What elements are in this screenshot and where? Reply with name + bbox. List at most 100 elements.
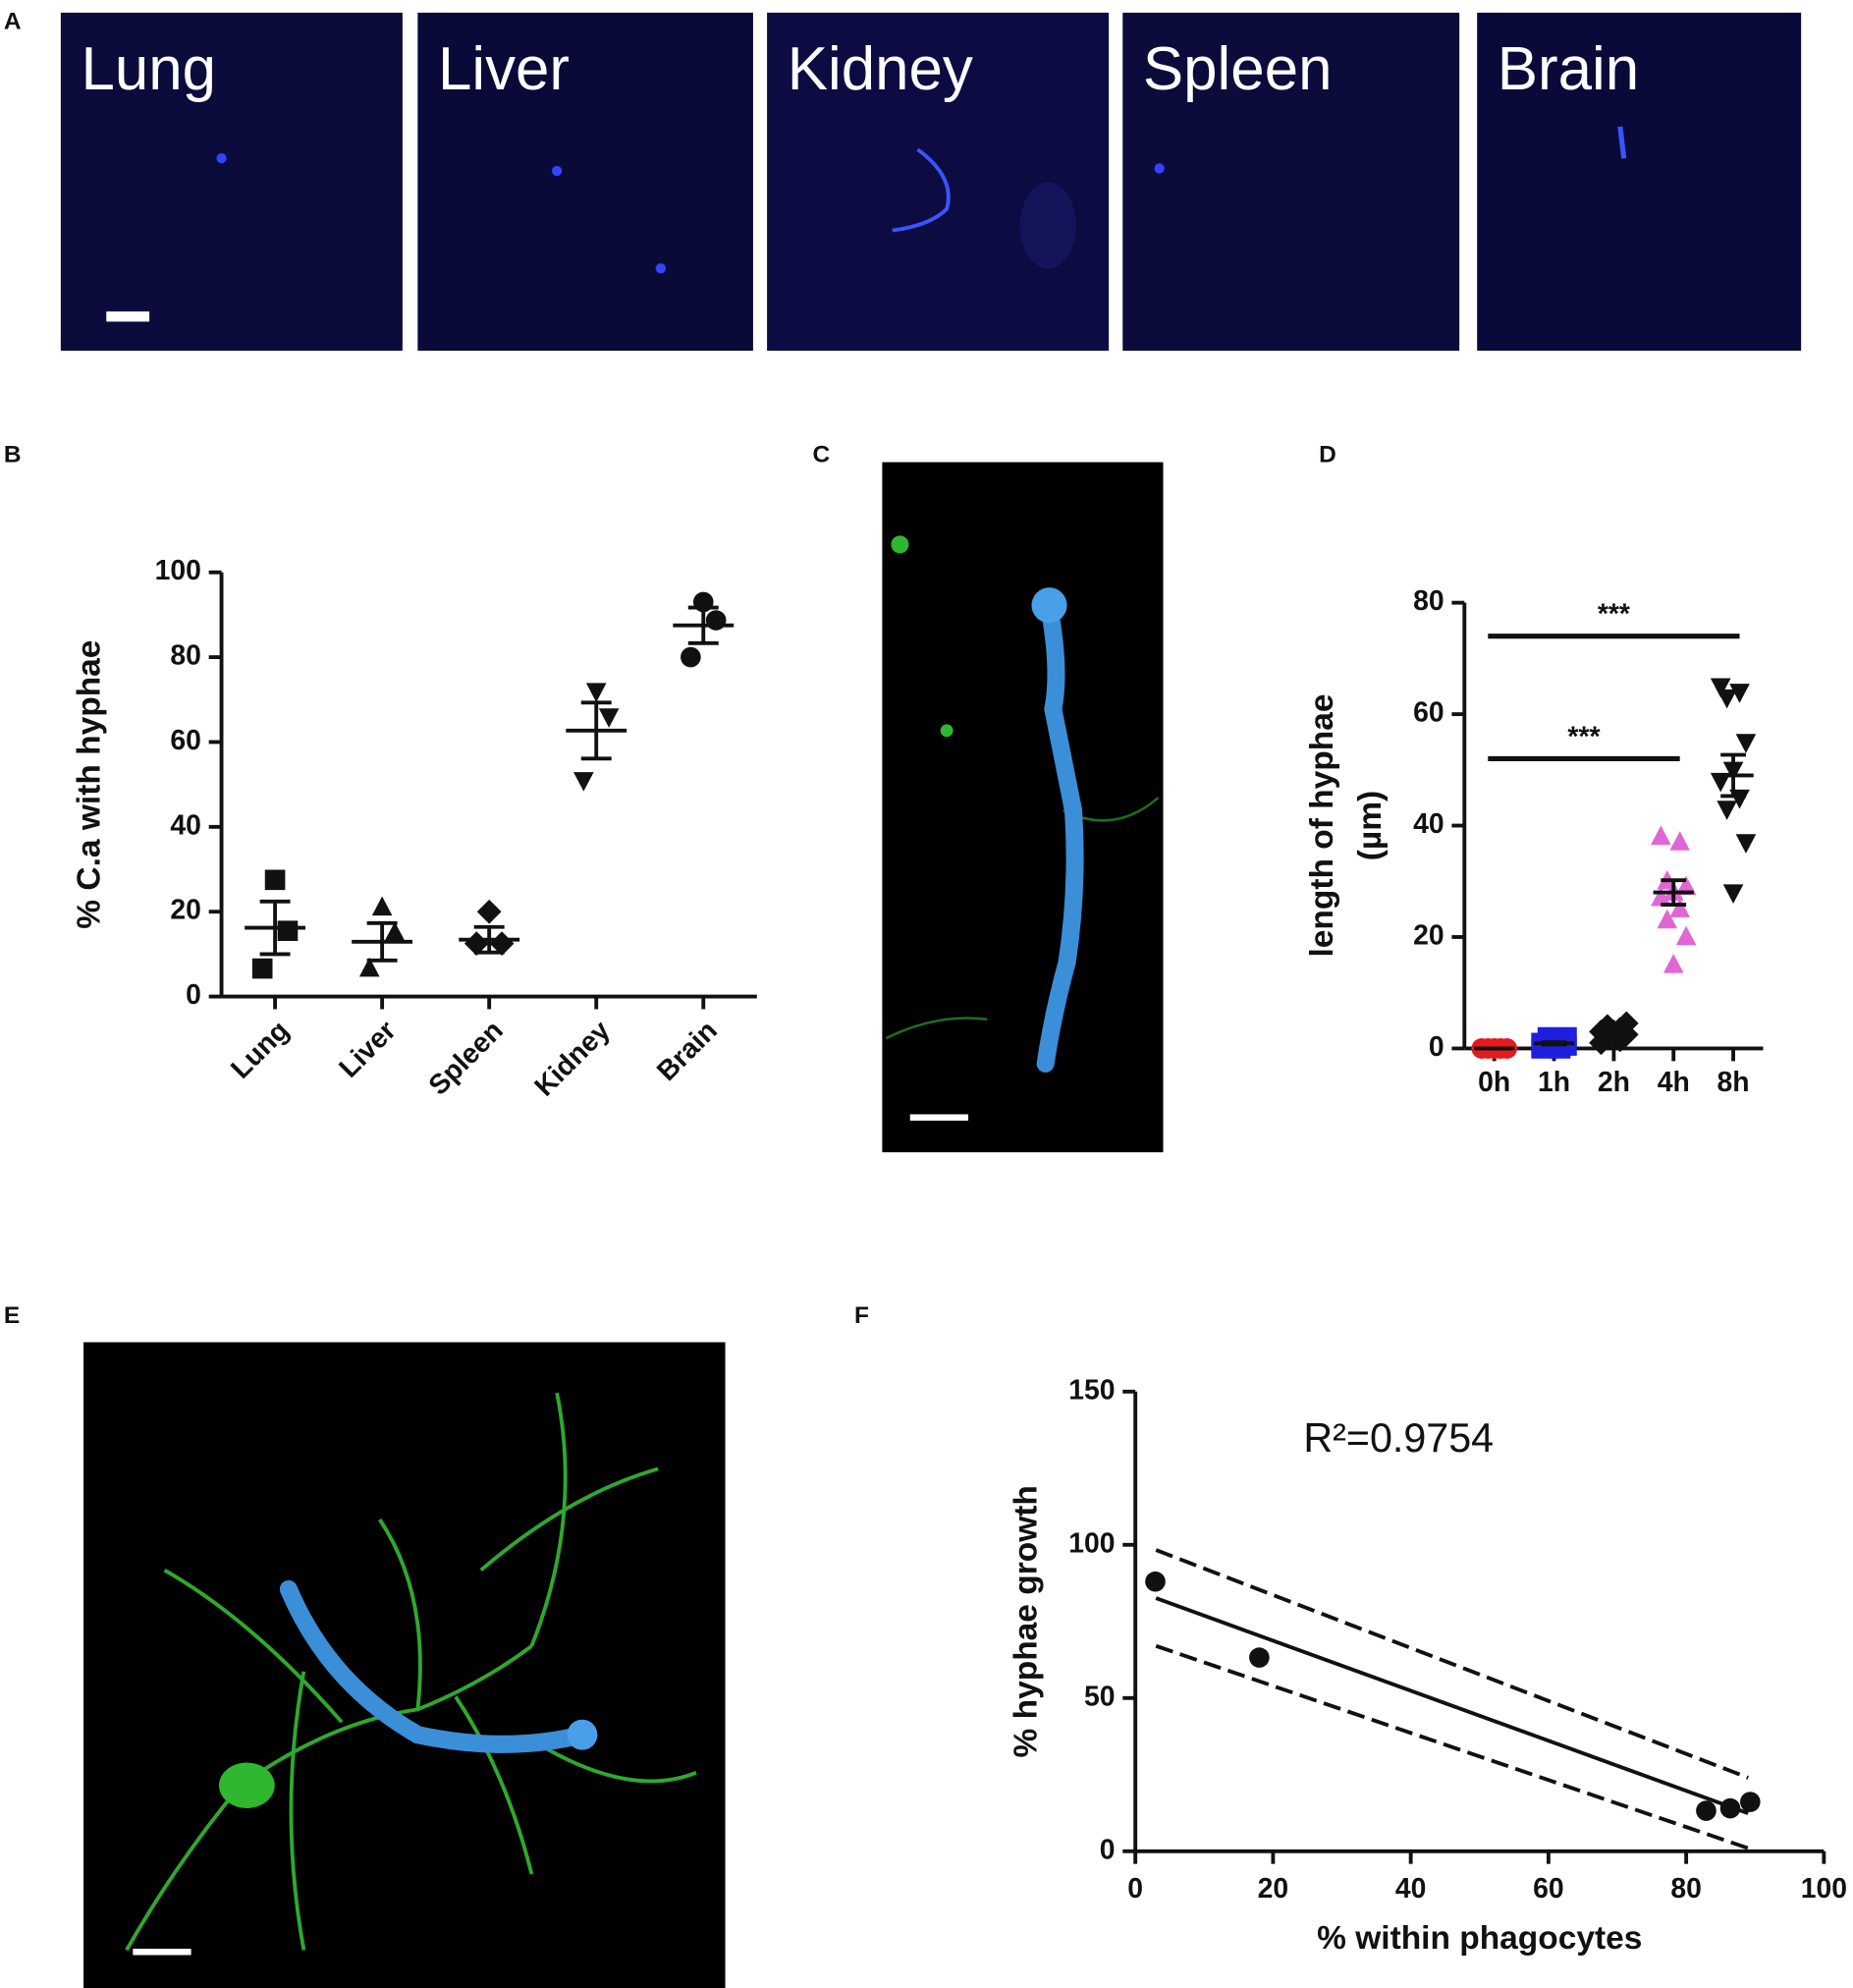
y-tick-label: 0	[1100, 1834, 1116, 1865]
cell	[940, 724, 954, 738]
point	[1710, 772, 1731, 793]
scale-bar	[106, 311, 150, 322]
y-tick-label: 50	[1084, 1681, 1116, 1712]
y-tick-label: 60	[170, 725, 201, 756]
image-label: Brain	[1498, 35, 1639, 103]
point	[1735, 734, 1757, 753]
x-axis-title: % within phagocytes	[1317, 1920, 1642, 1957]
panel-label: C	[812, 442, 830, 469]
x-tick-label: Lung	[225, 1015, 296, 1085]
significance-label: ***	[1598, 599, 1630, 631]
point	[384, 921, 406, 942]
annotation: R²=0.9754	[1303, 1415, 1494, 1461]
point	[251, 958, 273, 979]
y-tick-label: 0	[186, 979, 201, 1011]
point	[1717, 689, 1737, 709]
cell-body	[218, 1762, 275, 1808]
point	[1249, 1647, 1270, 1668]
confidence-band	[1155, 1643, 1749, 1850]
point	[1696, 1800, 1717, 1821]
microglia	[125, 1392, 697, 1952]
point	[1669, 831, 1690, 851]
point	[1729, 684, 1750, 703]
hypha-tip	[567, 1719, 598, 1750]
image	[83, 1342, 726, 1988]
spot	[1154, 163, 1165, 174]
image	[1122, 12, 1460, 352]
panel-label: D	[1319, 442, 1336, 469]
point	[1735, 834, 1757, 854]
point	[585, 683, 607, 702]
point	[1651, 825, 1671, 846]
point	[598, 708, 620, 728]
point	[476, 899, 502, 924]
confidence-band	[1155, 1548, 1749, 1780]
point	[1669, 898, 1690, 917]
x-tick-label: 8h	[1717, 1067, 1750, 1098]
x-tick-label: Liver	[333, 1015, 403, 1084]
spot	[655, 263, 666, 274]
hypha-tip	[1031, 587, 1067, 624]
y-tick-label: 100	[1068, 1527, 1115, 1559]
point	[1710, 678, 1731, 698]
y-tick-label: 40	[1413, 808, 1444, 840]
y-tick-label: 150	[1068, 1374, 1115, 1406]
spot	[551, 165, 563, 177]
fit-line	[1155, 1596, 1749, 1815]
image-label: Lung	[81, 35, 216, 103]
y-tick-label: 20	[1413, 919, 1444, 951]
x-tick-label: Brain	[651, 1015, 724, 1087]
point	[371, 896, 393, 916]
point	[1740, 1792, 1761, 1812]
x-tick-label: 1h	[1538, 1067, 1570, 1098]
spot	[1019, 182, 1076, 269]
image-label: Spleen	[1143, 35, 1333, 103]
point	[1717, 801, 1737, 820]
x-tick-label: 2h	[1598, 1067, 1630, 1098]
x-tick-label: Kidney	[528, 1015, 617, 1103]
point	[358, 957, 380, 977]
point	[1651, 886, 1671, 907]
point	[1722, 884, 1744, 904]
panel-e-image	[83, 1342, 726, 1988]
y-tick-label: 80	[170, 640, 201, 672]
spot	[216, 152, 227, 164]
point	[264, 869, 286, 891]
image	[767, 12, 1110, 352]
scale-bar	[909, 1114, 969, 1121]
y-tick-label: 20	[170, 895, 201, 926]
point	[1145, 1571, 1166, 1592]
x-tick-label: 20	[1258, 1873, 1289, 1905]
y-tick-label: 100	[155, 555, 201, 586]
point	[705, 610, 727, 631]
panel-label: F	[854, 1302, 869, 1329]
hypha	[892, 147, 951, 233]
point	[277, 920, 299, 941]
y-axis-title: % C.a with hyphae	[72, 640, 108, 929]
panel-label: B	[4, 442, 22, 469]
x-tick-label: 0h	[1478, 1067, 1510, 1098]
y-tick-label: 40	[170, 809, 201, 841]
cell	[891, 535, 909, 554]
x-tick-label: Spleen	[422, 1015, 509, 1101]
y-axis-title: % hyphae growth	[1008, 1485, 1044, 1757]
point	[681, 646, 701, 668]
y-axis-title: length of hyphae	[1304, 694, 1340, 958]
image	[60, 12, 403, 352]
x-tick-label: 4h	[1658, 1067, 1690, 1098]
hypha	[279, 1579, 591, 1753]
point	[573, 772, 594, 792]
image	[417, 12, 753, 352]
image	[1477, 12, 1802, 352]
x-tick-label: 0	[1127, 1873, 1143, 1905]
point	[1675, 925, 1697, 946]
image-label: Kidney	[788, 35, 973, 103]
point	[1662, 954, 1684, 973]
point	[1657, 909, 1678, 929]
panel-c-image	[882, 462, 1164, 1153]
image	[882, 462, 1164, 1153]
significance-label: ***	[1567, 721, 1600, 752]
point	[489, 931, 515, 956]
